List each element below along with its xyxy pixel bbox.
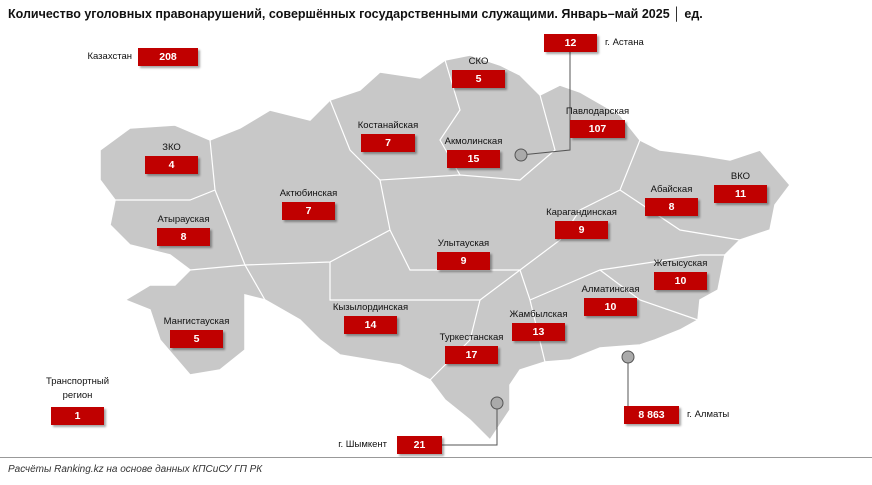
region-label: СКО xyxy=(468,56,489,67)
region-borders xyxy=(115,59,741,381)
leaders xyxy=(442,50,629,446)
value-badge: 4 xyxy=(145,156,198,174)
value-badge: 10 xyxy=(654,272,707,290)
region-label: Мангистауская xyxy=(163,316,230,327)
region-label: Актюбинская xyxy=(279,188,338,199)
region-label: Улытауская xyxy=(437,238,490,249)
region-label: Карагандинская xyxy=(546,207,617,218)
value-badge: 8 863 xyxy=(624,406,679,424)
separator xyxy=(0,457,872,458)
region-label: ЗКО xyxy=(162,142,181,153)
region-label: ВКО xyxy=(730,171,751,182)
region-label: Транспортный регион xyxy=(45,376,110,401)
region-label: г. Шымкент xyxy=(338,439,387,450)
region-label: Туркестанская xyxy=(439,332,504,343)
region-label: Атырауская xyxy=(157,214,210,225)
value-badge: 7 xyxy=(361,134,415,152)
region-label: Акмолинская xyxy=(444,136,503,147)
value-badge: 8 xyxy=(645,198,698,216)
region-label: Жетысуская xyxy=(653,258,708,269)
region-label: г. Астана xyxy=(605,37,644,48)
source: Расчёты Ranking.kz на основе данных КПСи… xyxy=(8,464,263,475)
region-label: Кызылординская xyxy=(332,302,409,313)
value-badge: 107 xyxy=(570,120,625,138)
value-badge: 14 xyxy=(344,316,397,334)
title: Количество уголовных правонарушений, сов… xyxy=(8,7,703,21)
value-badge: 15 xyxy=(447,150,500,168)
value-badge: 208 xyxy=(138,48,198,66)
value-badge: 10 xyxy=(584,298,637,316)
value-badge: 21 xyxy=(397,436,442,454)
value-badge: 9 xyxy=(437,252,490,270)
value-badge: 17 xyxy=(445,346,498,364)
region-label: Павлодарская xyxy=(565,106,630,117)
value-badge: 9 xyxy=(555,221,608,239)
value-badge: 8 xyxy=(157,228,210,246)
region-label: Алматинская xyxy=(581,284,640,295)
value-badge: 12 xyxy=(544,34,597,52)
region-label: Казахстан xyxy=(87,51,132,62)
region-label: Костанайская xyxy=(357,120,419,131)
region-label: Жамбылская xyxy=(509,309,568,320)
value-badge: 11 xyxy=(714,185,767,203)
city-markers xyxy=(490,148,635,410)
value-badge: 13 xyxy=(512,323,565,341)
value-badge: 5 xyxy=(170,330,223,348)
region-label: г. Алматы xyxy=(687,409,730,420)
value-badge: 1 xyxy=(51,407,104,425)
value-badge: 7 xyxy=(282,202,335,220)
region-label: Абайская xyxy=(650,184,693,195)
value-badge: 5 xyxy=(452,70,505,88)
